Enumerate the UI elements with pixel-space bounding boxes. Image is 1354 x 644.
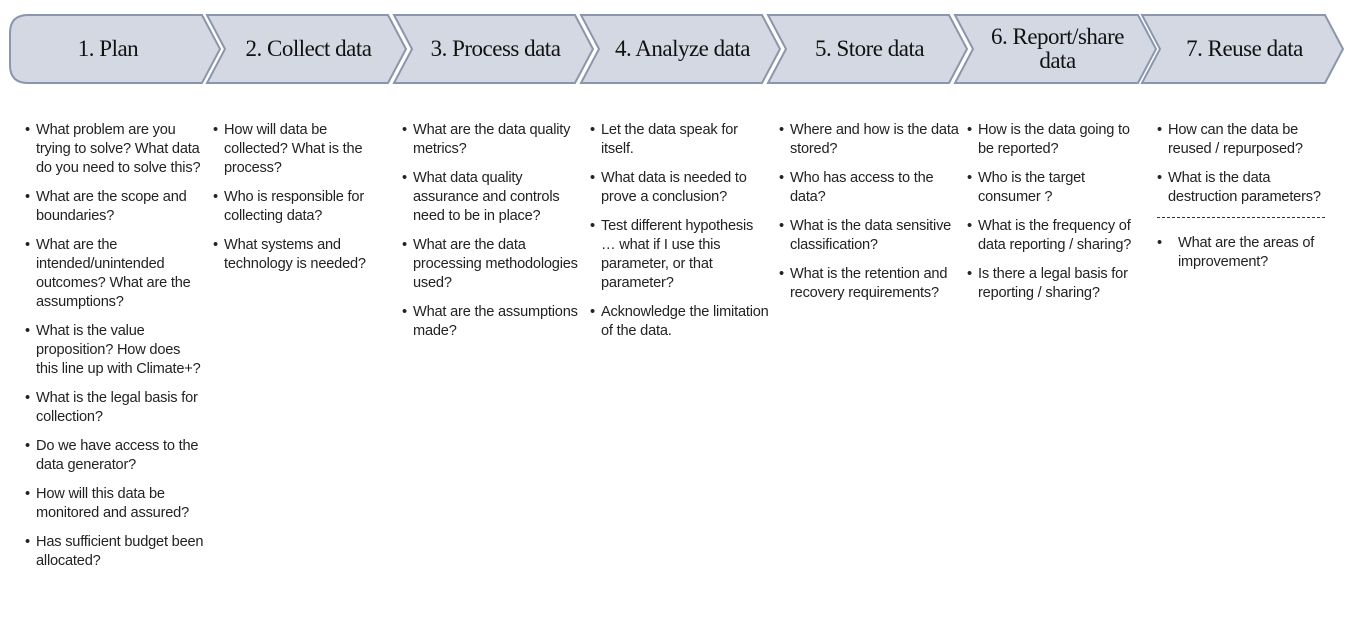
question-item: What is the frequency of data reporting … <box>967 217 1147 255</box>
stage-chevron <box>392 14 595 84</box>
stage-chevron <box>1140 14 1345 84</box>
stage-label: 5. Store data <box>814 36 925 61</box>
question-item: Who has access to the data? <box>779 169 959 207</box>
question-item: What are the scope and boundaries? <box>25 188 205 226</box>
question-item: What is the data sensitive classificatio… <box>779 217 959 255</box>
question-item: What are the data processing methodologi… <box>402 236 582 293</box>
stage-label: 7. Reuse data <box>1186 36 1303 61</box>
stage-label: 1. Plan <box>77 36 139 61</box>
question-item: What is the legal basis for collection? <box>25 389 205 427</box>
question-item: How will data be collected? What is the … <box>213 121 393 178</box>
stage-chevron <box>579 14 782 84</box>
question-item: What data is needed to prove a conclusio… <box>590 169 770 207</box>
question-item: Who is responsible for collecting data? <box>213 188 393 226</box>
stage-questions-column: What are the data quality metrics? What d… <box>402 121 582 351</box>
stage-chevron <box>766 14 969 84</box>
question-item: What problem are you trying to solve? Wh… <box>25 121 205 178</box>
question-item: What are the intended/unintended outcome… <box>25 236 205 312</box>
question-item: What is the data destruction parameters? <box>1157 169 1337 207</box>
question-item: Let the data speak for itself. <box>590 121 770 159</box>
stage-label: 2. Collect data <box>245 36 373 61</box>
question-item: What is the retention and recovery requi… <box>779 265 959 303</box>
stage-label: 6. Report/share data <box>990 24 1125 73</box>
question-item: Is there a legal basis for reporting / s… <box>967 265 1147 303</box>
question-item: Test different hypothesis … what if I us… <box>590 217 770 293</box>
stage-label: 4. Analyze data <box>615 36 750 61</box>
process-chevrons <box>9 14 1345 84</box>
question-item: Who is the target consumer ? <box>967 169 1147 207</box>
dashed-divider <box>1157 217 1325 218</box>
question-item: What is the value proposition? How does … <box>25 322 205 379</box>
stage-chevron <box>9 14 222 84</box>
stage-questions-column: Where and how is the data stored? Who has… <box>779 121 959 313</box>
question-item: Acknowledge the limitation of the data. <box>590 303 770 341</box>
stage-questions-column: How is the data going to be reported? Who… <box>967 121 1147 313</box>
stage-chevron <box>205 14 408 84</box>
question-item: How can the data be reused / repurposed? <box>1157 121 1337 159</box>
question-item: Has sufficient budget been allocated? <box>25 533 205 571</box>
question-item: What data quality assurance and controls… <box>402 169 582 226</box>
question-item: Do we have access to the data generator? <box>25 437 205 475</box>
question-item: What are the data quality metrics? <box>402 121 582 159</box>
stage-chevron <box>953 14 1158 84</box>
question-item: How will this data be monitored and assu… <box>25 485 205 523</box>
improvement-item: What are the areas of improvement? <box>1157 234 1337 272</box>
stage-questions-column: Let the data speak for itself. What data … <box>590 121 770 351</box>
stage-questions-column: What problem are you trying to solve? Wh… <box>25 121 205 581</box>
stage-label: 3. Process data <box>430 36 561 61</box>
question-item: Where and how is the data stored? <box>779 121 959 159</box>
stage-questions-column: How can the data be reused / repurposed?… <box>1157 121 1337 282</box>
stage-questions-column: How will data be collected? What is the … <box>213 121 393 284</box>
question-item: What systems and technology is needed? <box>213 236 393 274</box>
question-item: What are the assumptions made? <box>402 303 582 341</box>
question-item: How is the data going to be reported? <box>967 121 1147 159</box>
